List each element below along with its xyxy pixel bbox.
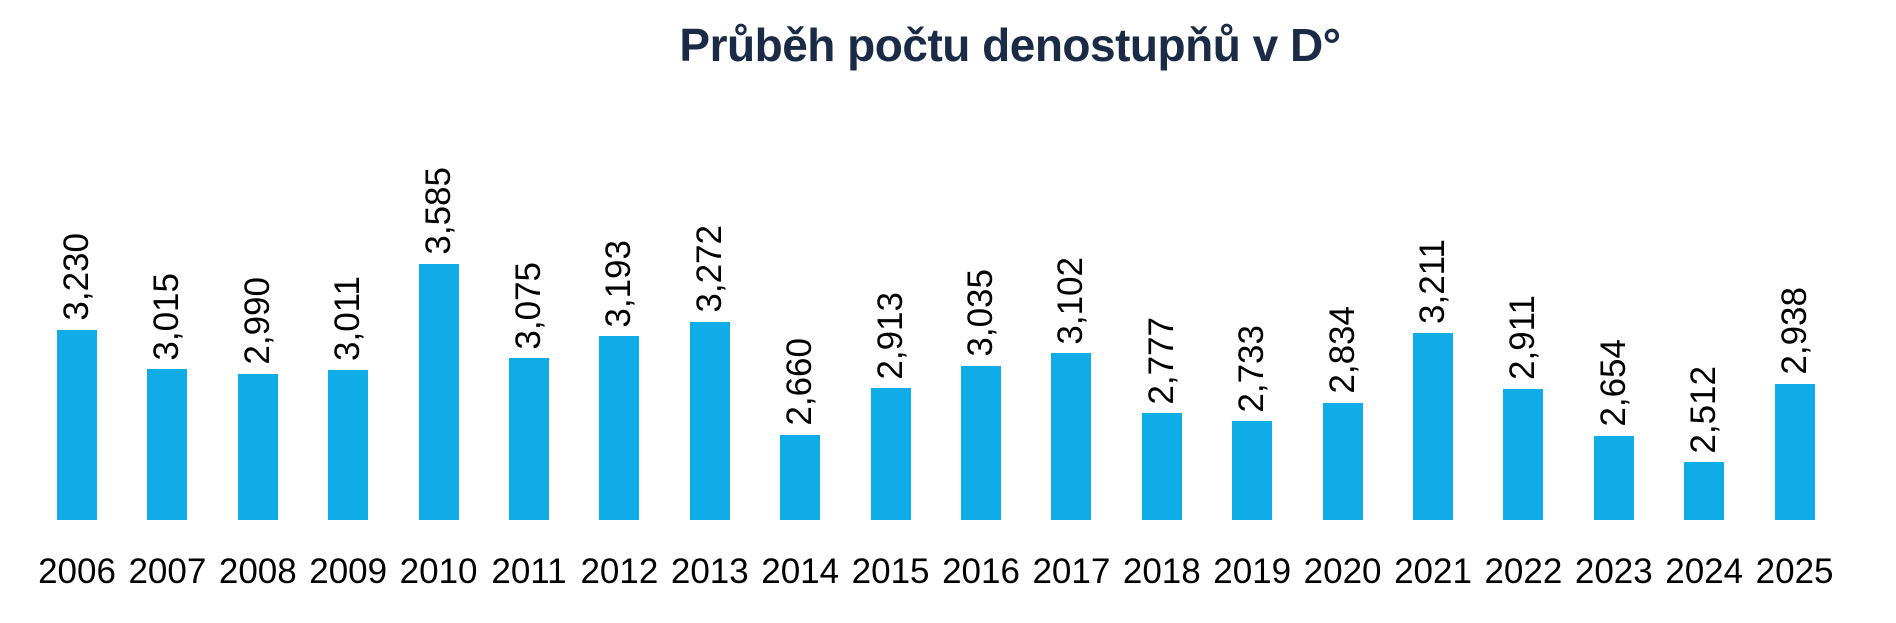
bar-value-label: 2,913 <box>870 291 910 380</box>
bar <box>1503 388 1544 520</box>
bar-value-label: 3,035 <box>961 268 1000 357</box>
x-tick-label: 2008 <box>218 552 297 591</box>
bar <box>689 321 730 520</box>
bar-value-label: 3,011 <box>328 276 368 361</box>
bar <box>57 329 97 520</box>
bar <box>1774 383 1815 520</box>
bar-value-label: 3,075 <box>509 261 548 350</box>
bar <box>870 388 911 520</box>
bar <box>1684 462 1725 520</box>
bar <box>1232 421 1273 520</box>
x-tick-label: 2025 <box>1755 552 1834 591</box>
bar-value-label: 3,193 <box>599 239 639 328</box>
x-tick-label: 2020 <box>1303 552 1382 591</box>
bar-value-label: 2,938 <box>1774 286 1814 375</box>
bar <box>147 369 188 520</box>
x-tick-label: 2011 <box>491 552 567 591</box>
x-tick-label: 2014 <box>761 552 840 591</box>
bar-value-label: 3,211 <box>1413 239 1452 324</box>
x-tick-label: 2019 <box>1213 552 1292 591</box>
bar <box>780 434 821 520</box>
bar-value-label: 3,102 <box>1051 256 1091 345</box>
bar <box>1413 333 1453 520</box>
bar-value-label: 2,777 <box>1141 316 1181 405</box>
bar <box>961 365 1001 520</box>
bar <box>1141 413 1182 520</box>
chart-title: Průběh počtu denostupňů v D° <box>679 19 1341 71</box>
x-tick-label: 2017 <box>1032 552 1111 591</box>
bar-value-label: 3,230 <box>57 232 96 321</box>
x-tick-label: 2024 <box>1665 552 1744 591</box>
x-tick-label: 2010 <box>399 552 478 591</box>
x-tick-label: 2007 <box>128 552 207 591</box>
bar <box>1593 436 1634 520</box>
x-tick-label: 2023 <box>1574 552 1653 591</box>
plot-area: 3,230 3,015 2,990 3,011 3,585 3,075 3,193 3,272… <box>57 167 1815 520</box>
bar <box>237 373 278 520</box>
bar <box>328 370 369 520</box>
x-tick-label: 2018 <box>1122 552 1201 591</box>
x-tick-label: 2015 <box>851 552 930 591</box>
bar-value-label: 2,512 <box>1684 365 1724 454</box>
bar-value-label: 2,990 <box>237 277 277 365</box>
x-tick-label: 2022 <box>1484 552 1563 591</box>
bar-value-label: 2,911 <box>1503 294 1543 380</box>
bar-value-label: 3,015 <box>147 272 187 361</box>
bar <box>509 358 549 520</box>
bar-value-label: 2,660 <box>780 338 820 426</box>
bar <box>1322 402 1363 520</box>
bar-value-label: 2,834 <box>1322 306 1362 394</box>
x-tick-label: 2006 <box>38 552 116 591</box>
x-tick-label: 2021 <box>1394 552 1472 591</box>
bar <box>1051 353 1092 520</box>
bar <box>418 263 459 520</box>
bar-value-label: 3,585 <box>418 167 458 255</box>
x-tick-label: 2012 <box>580 552 659 591</box>
x-tick-label: 2013 <box>670 552 749 591</box>
bar-value-label: 2,654 <box>1593 339 1633 427</box>
x-axis: 2006 2007 2008 2009 2010 2011 2012 2013 2014 2015… <box>0 551 1896 597</box>
bar <box>599 336 640 520</box>
bar-value-label: 3,272 <box>689 225 729 313</box>
x-tick-label: 2016 <box>942 552 1020 591</box>
bar-value-label: 2,733 <box>1232 324 1272 413</box>
x-tick-label: 2009 <box>309 552 388 591</box>
